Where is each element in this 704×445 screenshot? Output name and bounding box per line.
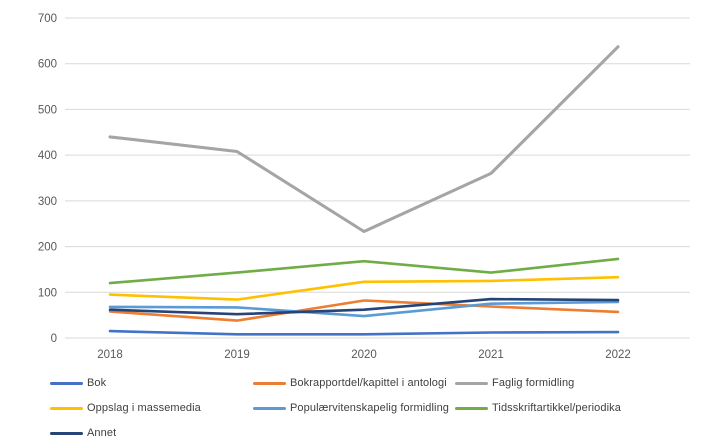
legend-label-bok: Bok bbox=[87, 377, 107, 389]
y-axis-tick-label: 200 bbox=[38, 242, 57, 254]
legend-label-populærvitenskapelig-formidling: Populærvitenskapelig formidling bbox=[290, 402, 450, 414]
y-axis-tick-label: 700 bbox=[38, 13, 57, 25]
legend-label-oppslag-i-massemedia: Oppslag i massemedia bbox=[87, 402, 201, 414]
y-axis-tick-label: 300 bbox=[38, 196, 57, 208]
legend-item-populærvitenskapelig-formidling[interactable]: Populærvitenskapelig formidling bbox=[253, 402, 449, 414]
legend-item-tidsskriftartikkel-periodika[interactable]: Tidsskriftartikkel/periodika bbox=[455, 402, 621, 414]
legend-item-bokrapportdel-kapittel-i-antologi[interactable]: Bokrapportdel/kapittel i antologi bbox=[253, 377, 447, 389]
legend-swatch-populærvitenskapelig-formidling bbox=[253, 406, 286, 410]
series-line-tidsskriftartikkel-periodika bbox=[108, 257, 620, 285]
series-line-bok bbox=[108, 329, 620, 336]
series-line-populærvitenskapelig-formidling bbox=[108, 300, 620, 318]
series-line-faglig-formidling bbox=[108, 45, 620, 234]
legend-item-oppslag-i-massemedia[interactable]: Oppslag i massemedia bbox=[50, 402, 201, 414]
legend-label-annet: Annet bbox=[87, 427, 117, 439]
legend-swatch-faglig-formidling bbox=[455, 381, 488, 385]
legend-swatch-annet bbox=[50, 431, 83, 435]
legend-swatch-bok bbox=[50, 381, 83, 385]
series-line-oppslag-i-massemedia bbox=[108, 275, 620, 301]
x-axis-tick-label: 2018 bbox=[97, 349, 123, 361]
x-axis-tick-label: 2021 bbox=[478, 349, 504, 361]
legend-label-bokrapportdel-kapittel-i-antologi: Bokrapportdel/kapittel i antologi bbox=[290, 377, 447, 389]
x-axis-tick-label: 2022 bbox=[605, 349, 631, 361]
legend-swatch-tidsskriftartikkel-periodika bbox=[455, 406, 488, 410]
legend-swatch-bokrapportdel-kapittel-i-antologi bbox=[253, 381, 286, 385]
legend-item-bok[interactable]: Bok bbox=[50, 377, 106, 389]
y-axis-tick-label: 0 bbox=[51, 333, 57, 345]
y-axis-tick-label: 100 bbox=[38, 287, 57, 299]
legend-label-tidsskriftartikkel-periodika: Tidsskriftartikkel/periodika bbox=[492, 402, 621, 414]
x-axis-tick-label: 2020 bbox=[351, 349, 377, 361]
legend-item-faglig-formidling[interactable]: Faglig formidling bbox=[455, 377, 574, 389]
y-axis-tick-label: 400 bbox=[38, 150, 57, 162]
series-line-annet bbox=[108, 297, 620, 316]
legend-item-annet[interactable]: Annet bbox=[50, 427, 116, 439]
y-axis-tick-label: 500 bbox=[38, 104, 57, 116]
legend-label-faglig-formidling: Faglig formidling bbox=[492, 377, 575, 389]
series-line-bokrapportdel-kapittel-i-antologi bbox=[108, 299, 620, 322]
legend-swatch-oppslag-i-massemedia bbox=[50, 406, 83, 410]
x-axis-tick-label: 2019 bbox=[224, 349, 250, 361]
y-axis-tick-label: 600 bbox=[38, 59, 57, 71]
